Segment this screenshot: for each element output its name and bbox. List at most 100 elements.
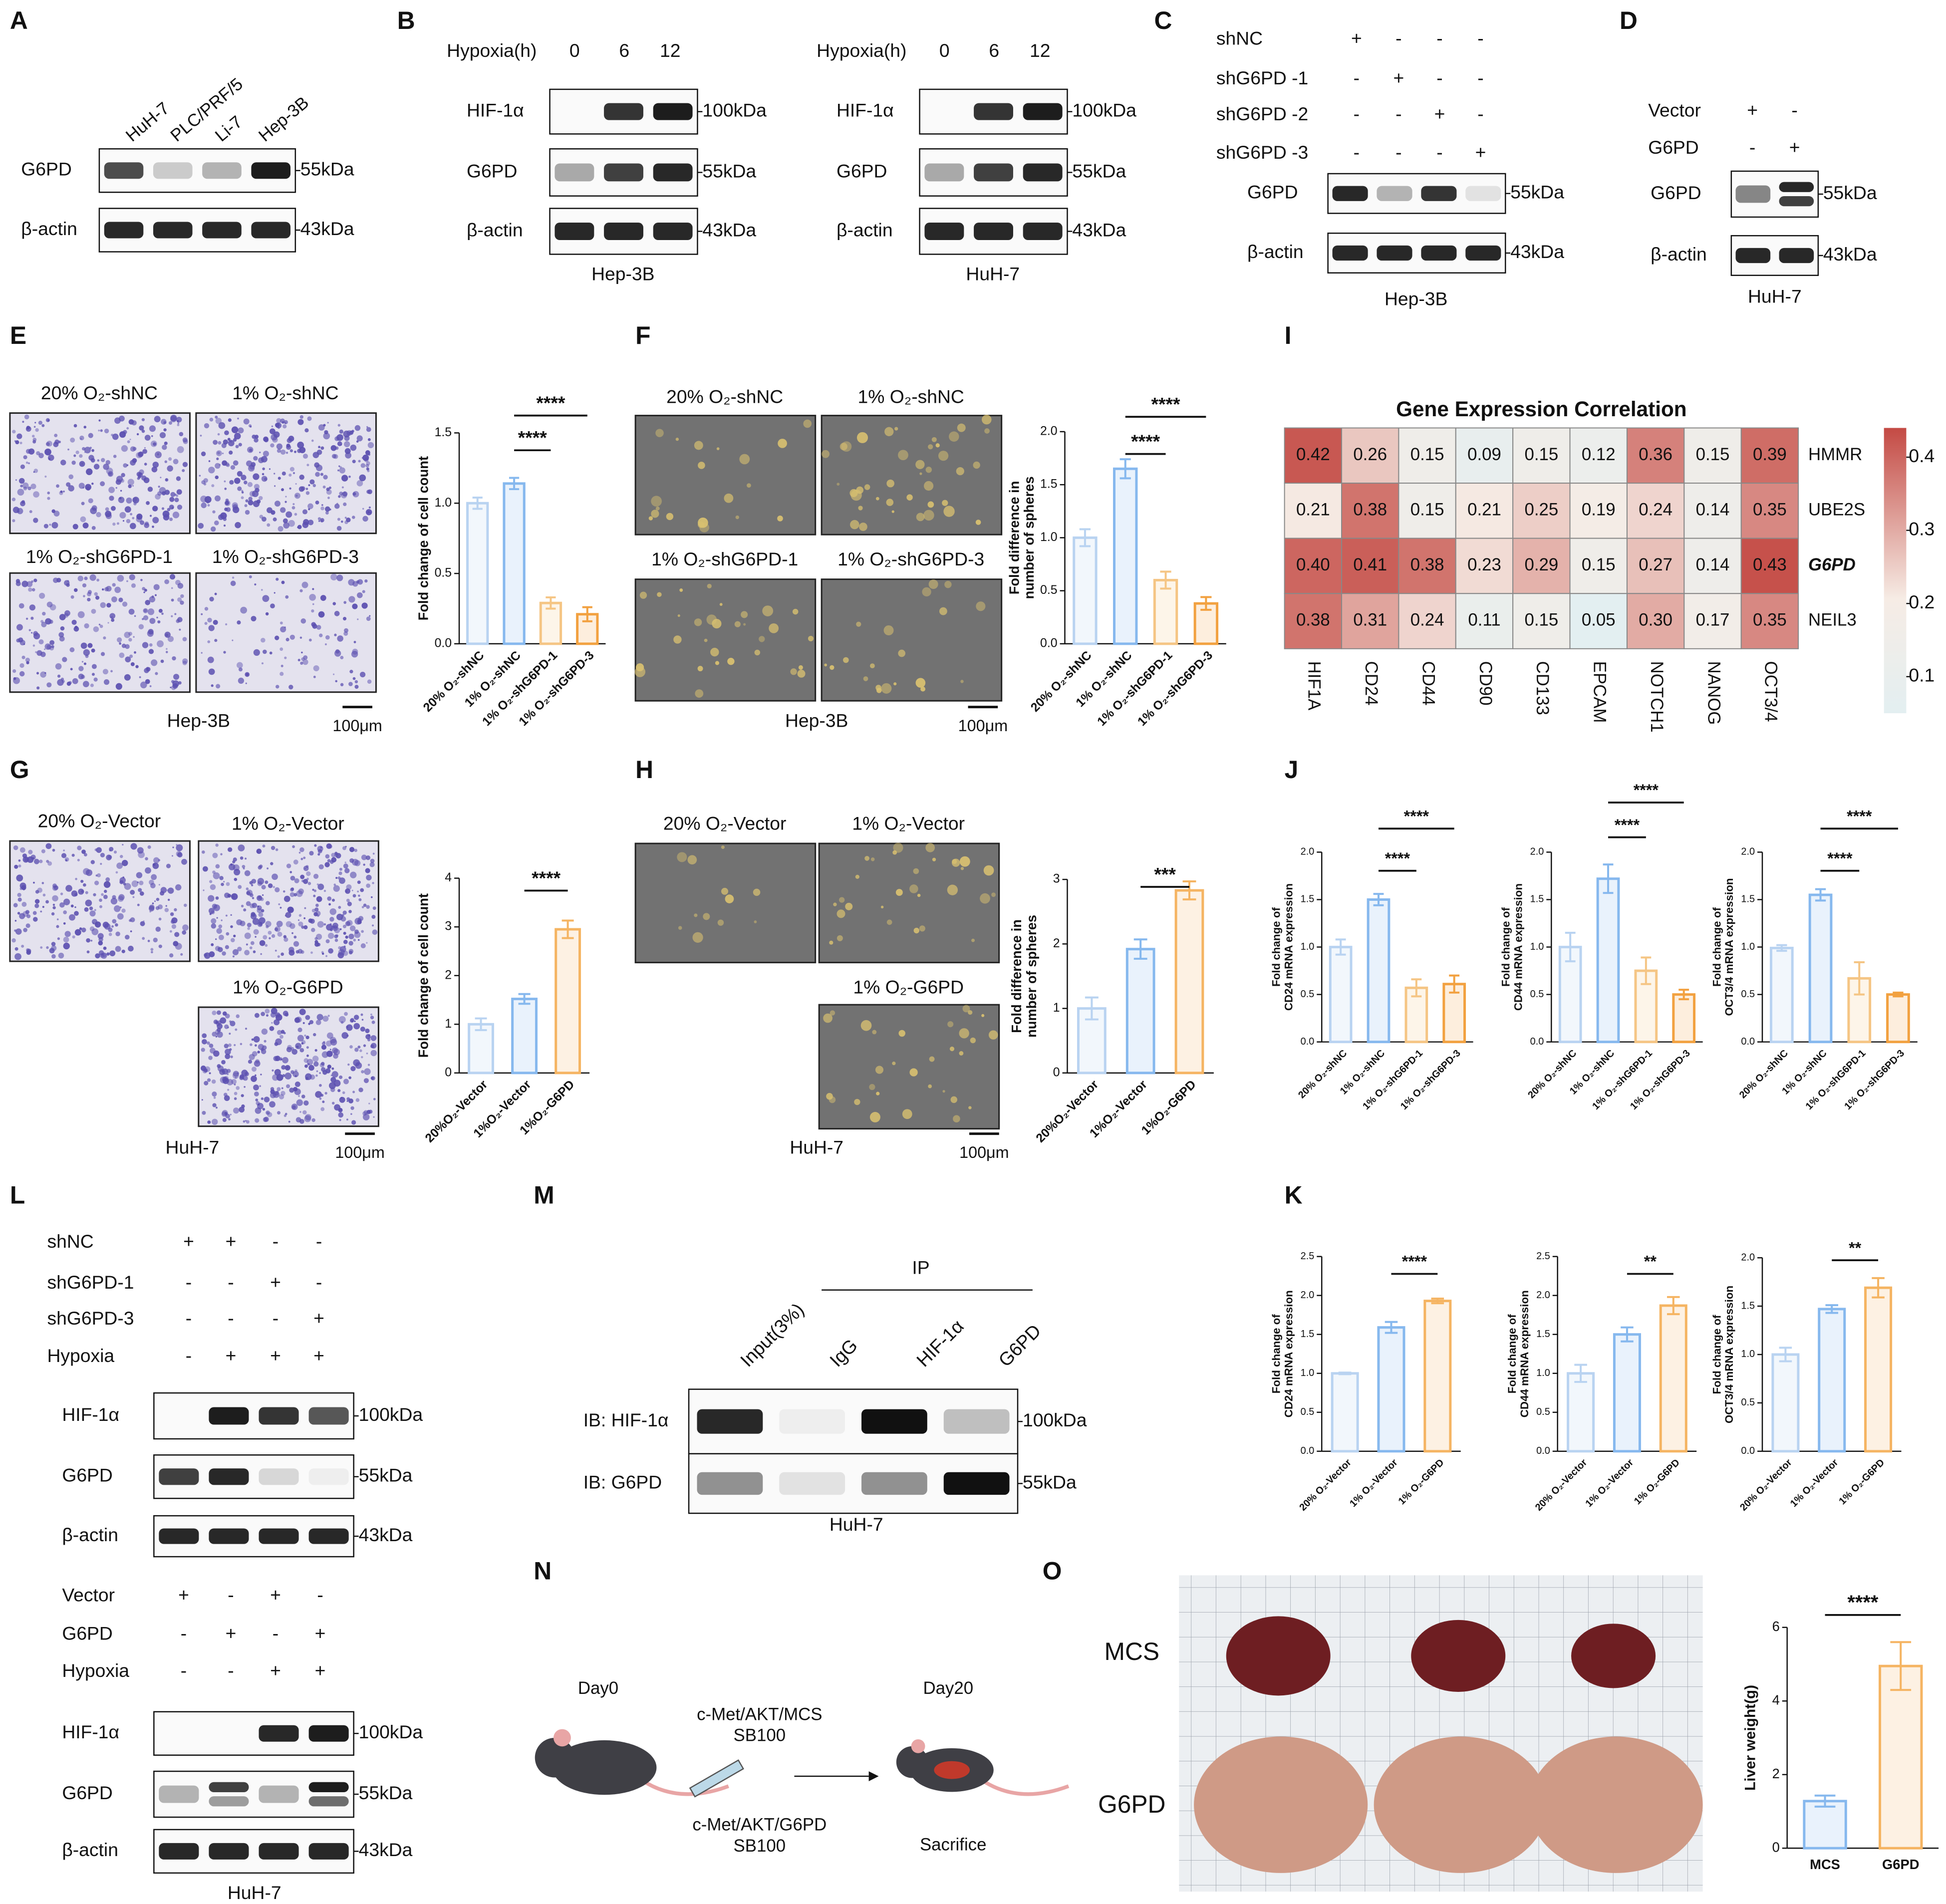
cell-dot [917, 893, 921, 897]
cell-dot [959, 1051, 964, 1056]
cell-dot [261, 589, 263, 591]
cell-dot [233, 460, 239, 466]
cell-dot [231, 895, 235, 898]
cell-dot [171, 615, 173, 617]
significance: **** [1615, 816, 1640, 834]
cell-dot [343, 502, 347, 507]
cell-dot [201, 480, 206, 485]
cell-dot [332, 602, 336, 605]
cell-dot [340, 1021, 344, 1024]
cell-dot [363, 903, 367, 907]
cell-dot [870, 857, 875, 861]
cell-dot [64, 857, 69, 862]
cell-label: 0.14 [1696, 500, 1730, 520]
cell-dot [240, 856, 244, 860]
cell-dot [306, 877, 309, 880]
cell-dot [759, 636, 765, 642]
cell-dot [357, 618, 359, 620]
cell-dot [17, 897, 22, 902]
cell-dot [65, 859, 68, 862]
x-tick-label: MCS [1810, 1857, 1840, 1872]
cell-dot [172, 656, 176, 661]
cell-dot [360, 943, 366, 949]
cell-dot [346, 1097, 350, 1101]
cell-dot [113, 455, 117, 458]
mouse-head [535, 1737, 575, 1778]
cell-dot [169, 517, 173, 522]
cell-dot [352, 894, 356, 898]
cell-dot [83, 425, 87, 429]
lane-header: Hypoxia(h) [817, 40, 906, 61]
cell-dot [345, 845, 347, 848]
cell-dot [991, 892, 996, 897]
cell-dot [224, 1095, 230, 1101]
cell-dot [211, 910, 215, 915]
cell-dot [60, 626, 65, 631]
cell-dot [361, 602, 368, 609]
blot-band [653, 223, 693, 240]
cell-dot [132, 458, 137, 463]
cell-dot [269, 1101, 276, 1108]
cell-dot [57, 674, 61, 678]
condition-sign: - [317, 1584, 323, 1605]
cell-dot [886, 919, 892, 925]
cell-dot [204, 622, 208, 625]
cell-dot [241, 491, 244, 494]
cell-dot [262, 844, 266, 848]
cell-dot [253, 950, 256, 953]
cell-dot [327, 896, 332, 901]
cell-dot [110, 897, 118, 905]
cell-dot [60, 892, 63, 895]
image-caption: 20% O₂-shNC [666, 386, 783, 407]
condition-sign: - [228, 1660, 234, 1681]
cell-dot [266, 901, 270, 905]
cell-dot [340, 492, 347, 499]
cell-dot [725, 894, 734, 903]
cell-dot [103, 881, 111, 888]
cell-dot [247, 927, 251, 930]
cell-dot [209, 596, 214, 602]
cell-dot [234, 1084, 236, 1086]
cell-dot [136, 872, 143, 878]
cell-dot [313, 1033, 316, 1037]
cell-dot [208, 625, 215, 631]
cell-dot [21, 944, 24, 948]
cell-dot [358, 898, 362, 901]
blot-band [259, 1528, 299, 1544]
cell-dot [51, 522, 58, 529]
cell-dot [864, 484, 870, 490]
cell-dot [70, 595, 74, 599]
panel-letter: K [1285, 1181, 1303, 1209]
cell-dot [54, 434, 58, 437]
cell-dot [111, 506, 116, 511]
cell-dot [107, 471, 114, 477]
blot-band [202, 162, 242, 179]
condition-sign: + [315, 1660, 326, 1681]
cell-dot [41, 621, 47, 627]
cell-dot [254, 1013, 260, 1018]
cell-dot [313, 894, 316, 897]
cell-dot [259, 1085, 262, 1088]
cell-dot [97, 459, 100, 462]
scale-label: 100μm [332, 717, 382, 735]
cell-dot [78, 666, 84, 671]
cell-dot [333, 883, 336, 886]
cell-dot [212, 1103, 217, 1107]
cell-dot [886, 499, 894, 506]
mouse-organ [934, 1761, 970, 1779]
error-bar [1085, 996, 1099, 1021]
cell-dot [950, 1096, 958, 1103]
cell-dot [226, 882, 230, 886]
cell-dot [344, 868, 350, 873]
cell-dot [289, 634, 295, 640]
cell-dot [15, 581, 21, 586]
cell-dot [300, 486, 305, 491]
cell-dot [247, 446, 254, 453]
cell-dot [201, 1066, 206, 1071]
cell-dot [872, 1030, 877, 1035]
cell-dot [261, 1012, 266, 1016]
cell-dot [207, 1041, 210, 1045]
cell-dot [143, 477, 150, 484]
cell-dot [315, 903, 319, 907]
cell-dot [982, 414, 992, 425]
